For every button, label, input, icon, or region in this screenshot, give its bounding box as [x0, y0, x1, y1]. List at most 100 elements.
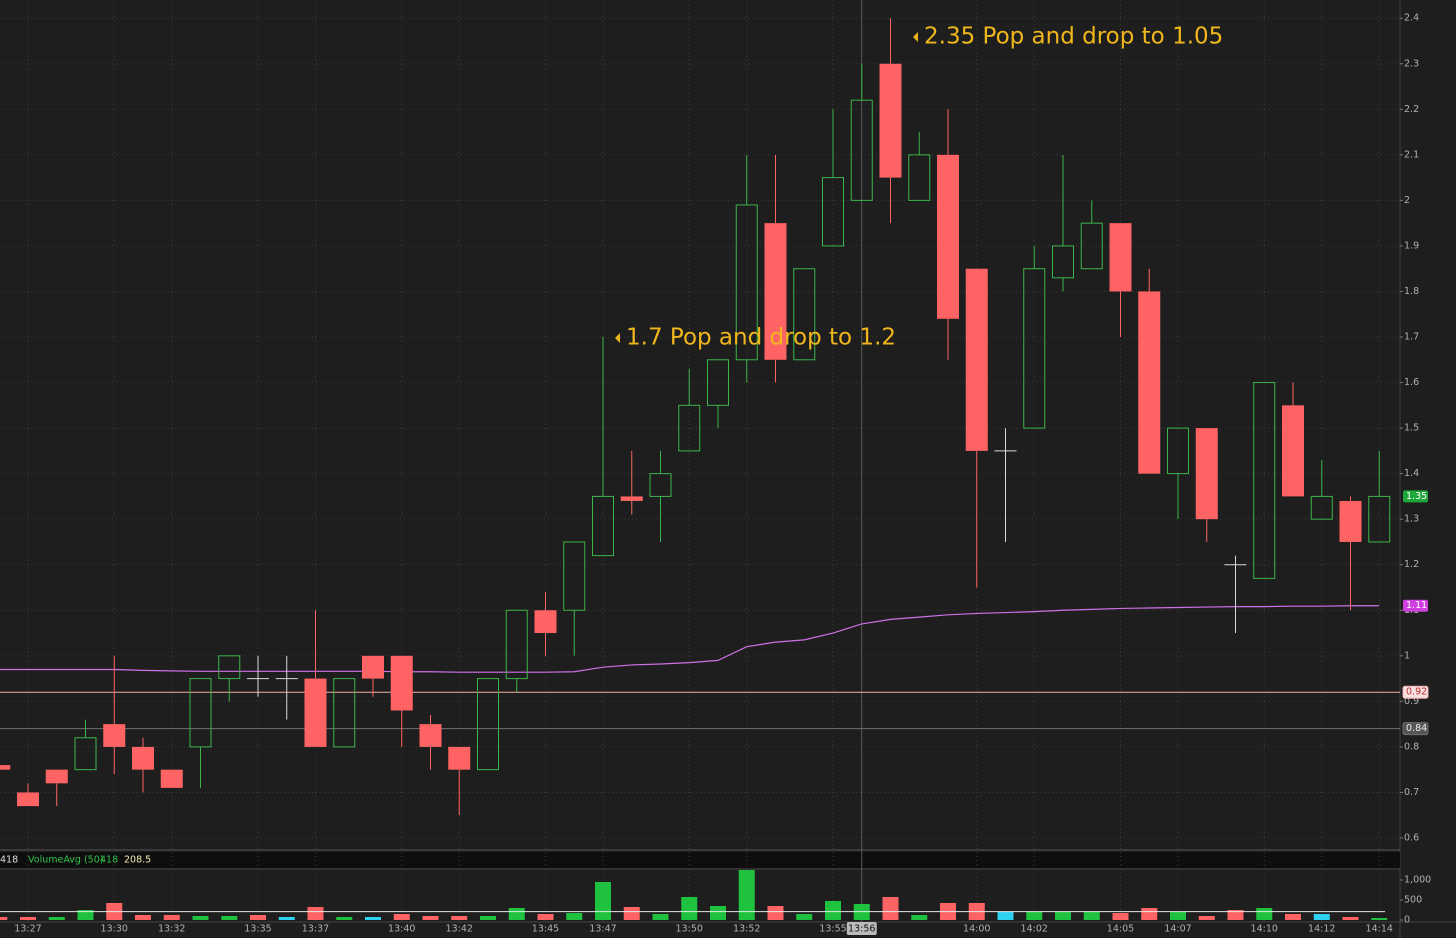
y-tick-label: 0.9 — [1404, 696, 1419, 707]
moving-average — [0, 605, 1380, 673]
annotation-marker — [615, 333, 620, 343]
volume-bar — [537, 914, 554, 920]
candle-body — [1080, 222, 1103, 270]
x-tick-label: 13:55 — [819, 924, 846, 935]
volume-bar — [1170, 912, 1186, 920]
x-tick-label: 13:30 — [101, 924, 128, 935]
x-tick-label: 13:27 — [14, 924, 41, 935]
x-tick-label: 14:05 — [1107, 924, 1134, 935]
volume-bar — [623, 907, 640, 920]
x-tick-label: 13:42 — [446, 924, 473, 935]
candle-body — [822, 177, 844, 247]
x-tick-label: 13:52 — [733, 924, 760, 935]
volume-bar — [911, 915, 928, 920]
volume-bar — [393, 914, 410, 920]
candle-body — [477, 678, 499, 771]
y-tick-label: 2.4 — [1404, 13, 1419, 24]
candle-body — [1339, 500, 1362, 542]
volume-bar — [738, 870, 755, 920]
x-tick-label: 14:00 — [963, 924, 990, 935]
candle-body — [1167, 427, 1189, 475]
y-tick-label: 1.4 — [1404, 468, 1419, 479]
candle-body — [1310, 495, 1333, 520]
volume-bar — [681, 897, 698, 920]
candle-body — [218, 655, 241, 680]
volume-bar — [307, 907, 324, 920]
volume-bar — [1227, 910, 1244, 920]
volume-bar — [221, 916, 238, 920]
volume-bar — [336, 917, 353, 920]
candle-body — [678, 404, 701, 452]
candle-body — [333, 678, 356, 748]
y-tick-label: 1.5 — [1404, 423, 1419, 434]
volume-bar — [1026, 912, 1043, 920]
volume-bar — [48, 917, 65, 920]
volume-bar — [77, 910, 94, 920]
y-tick-label: 0.6 — [1404, 832, 1419, 843]
candle-body — [362, 655, 384, 679]
volume-bar — [796, 914, 813, 920]
volume-tick-label: 0 — [1404, 915, 1410, 926]
volume-bar — [1342, 917, 1359, 920]
y-tick-label: 2 — [1404, 195, 1410, 206]
candle-body — [879, 63, 902, 178]
candle-body — [534, 610, 557, 634]
candle-body — [620, 496, 643, 501]
candle-body — [304, 678, 327, 747]
volume-bar — [882, 897, 899, 920]
volume-bar — [163, 915, 180, 920]
y-tick-label: 2.3 — [1404, 58, 1419, 69]
volume-header: VolumeAvg (50) — [28, 855, 103, 866]
x-tick-label: 13:37 — [302, 924, 329, 935]
last-price-label: 1.35 — [1406, 491, 1427, 502]
volume-header: 418 — [0, 855, 18, 866]
volume-bar — [825, 901, 841, 920]
y-tick-label: 1.2 — [1404, 559, 1419, 570]
volume-bar — [652, 914, 669, 920]
candle-body — [1138, 291, 1161, 474]
price-level-box — [1402, 685, 1429, 699]
volume-bar — [710, 906, 726, 920]
volume-bar — [1141, 908, 1158, 920]
volume-bar — [508, 908, 525, 920]
price-level-box — [1402, 722, 1429, 736]
volume-bar — [278, 917, 295, 920]
candle-body — [649, 473, 672, 497]
candle-body — [707, 359, 729, 406]
candle-body — [1109, 223, 1132, 292]
candle-body — [390, 655, 413, 711]
candle-body — [1052, 245, 1074, 279]
candle-body — [189, 678, 212, 748]
x-tick-label: 13:47 — [589, 924, 616, 935]
volume-bar — [135, 915, 151, 920]
y-tick-label: 1.9 — [1404, 240, 1419, 251]
crosshair-label-box — [846, 922, 877, 935]
candle-body — [160, 769, 183, 788]
x-tick-label: 13:32 — [158, 924, 185, 935]
candle-body — [0, 765, 11, 770]
x-tick-label: 13:35 — [244, 924, 271, 935]
x-tick-label: 14:07 — [1164, 924, 1191, 935]
last-price-box — [1403, 490, 1428, 503]
x-tick-label: 13:56 — [848, 924, 875, 935]
candle-body — [45, 769, 68, 784]
volume-bar — [365, 917, 381, 920]
volume-bar — [1055, 912, 1071, 920]
x-tick-label: 14:02 — [1021, 924, 1048, 935]
volume-header-bar — [0, 852, 1400, 868]
x-tick-label: 13:50 — [676, 924, 703, 935]
volume-tick-label: 1,000 — [1404, 875, 1431, 886]
price-level-label: 0.84 — [1406, 723, 1427, 734]
candle-body — [419, 724, 442, 747]
x-tick-label: 13:45 — [532, 924, 559, 935]
candle-body — [908, 154, 931, 201]
y-tick-label: 2.2 — [1404, 104, 1419, 115]
volume-bar — [451, 916, 468, 920]
x-tick-label: 14:12 — [1308, 924, 1335, 935]
volume-bar — [1198, 916, 1215, 920]
y-tick-label: 0.8 — [1404, 741, 1419, 752]
candle-body — [965, 268, 988, 451]
volume-bar — [1313, 914, 1330, 920]
